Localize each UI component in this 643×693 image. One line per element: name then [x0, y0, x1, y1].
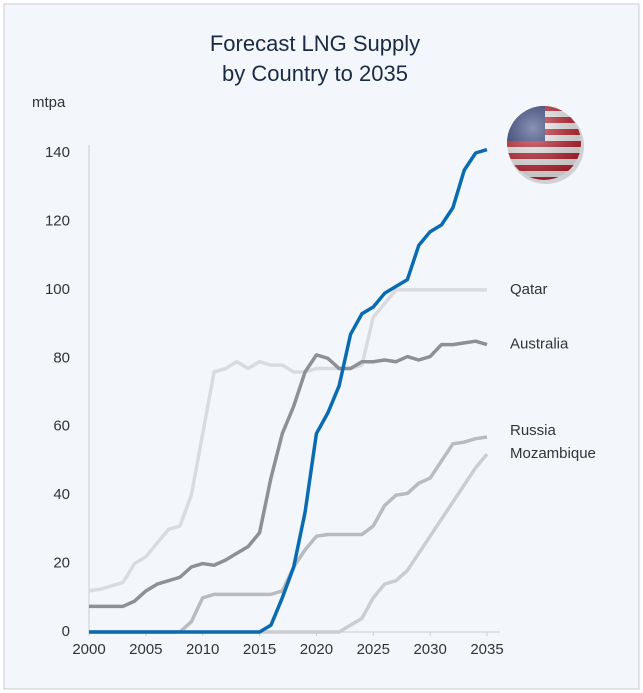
series-line [89, 147, 488, 634]
x-tick-label: 2000 [72, 641, 105, 658]
series-label: Russia [510, 422, 557, 439]
y-tick-label: 100 [45, 281, 70, 298]
y-tick-label: 80 [53, 349, 70, 366]
x-tick-label: 2010 [186, 641, 219, 658]
y-tick-label: 120 [45, 212, 70, 229]
chart-title: by Country to 2035 [222, 61, 408, 86]
y-tick-label: 40 [53, 486, 70, 503]
y-tick-label: 60 [53, 418, 70, 435]
x-tick-label: 2035 [470, 641, 503, 658]
series-line [88, 288, 487, 593]
x-tick-label: 2005 [129, 641, 162, 658]
x-tick-label: 2025 [357, 641, 390, 658]
x-tick-label: 2015 [243, 641, 276, 658]
series-label: Mozambique [510, 445, 596, 462]
y-axis-label: mtpa [32, 94, 66, 111]
y-tick-label: 140 [45, 144, 70, 161]
flag [507, 106, 584, 184]
series-label: Qatar [510, 281, 548, 298]
y-tick-label: 20 [53, 555, 70, 572]
chart-title: Forecast LNG Supply [210, 31, 420, 56]
x-tick-label: 2020 [300, 641, 333, 658]
y-tick-label: 0 [62, 623, 70, 640]
series-label: Australia [510, 336, 569, 353]
x-tick-label: 2030 [413, 641, 446, 658]
series-line [89, 339, 488, 609]
